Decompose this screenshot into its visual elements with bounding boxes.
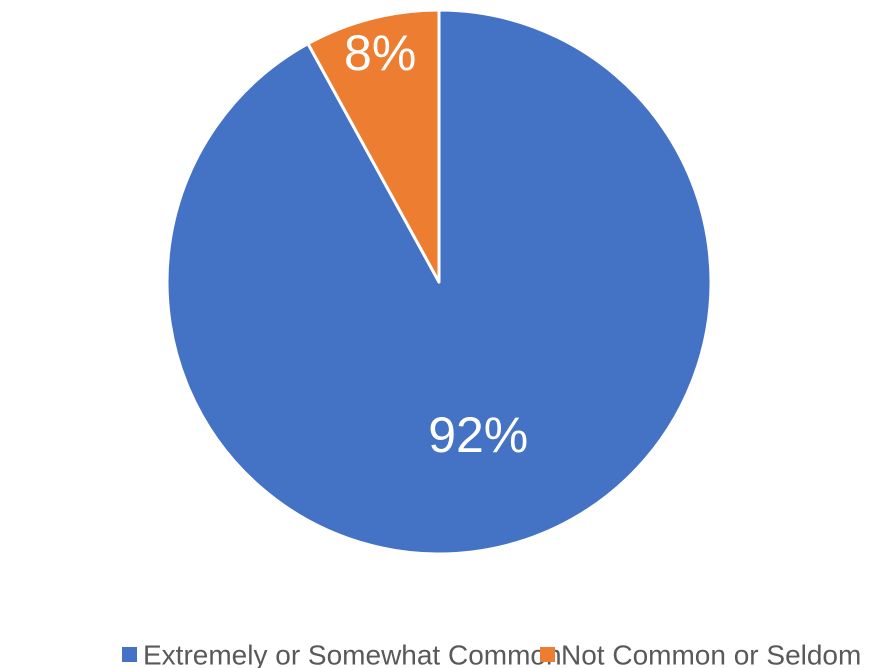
pie-slices bbox=[165, 8, 713, 556]
data-label-1: 8% bbox=[344, 25, 416, 81]
legend: Extremely or Somewhat Common Not Common o… bbox=[122, 640, 861, 668]
legend-swatch-1 bbox=[540, 647, 555, 662]
pie-data-labels: 92% 8% bbox=[344, 25, 528, 463]
legend-label-1: Not Common or Seldom bbox=[561, 640, 861, 668]
legend-swatch-0 bbox=[122, 647, 137, 662]
legend-entry-0: Extremely or Somewhat Common bbox=[122, 640, 562, 668]
legend-label-0: Extremely or Somewhat Common bbox=[143, 640, 562, 668]
data-label-0: 92% bbox=[428, 407, 528, 463]
pie-slice-1 bbox=[306, 8, 441, 284]
legend-entry-1: Not Common or Seldom bbox=[540, 640, 861, 668]
